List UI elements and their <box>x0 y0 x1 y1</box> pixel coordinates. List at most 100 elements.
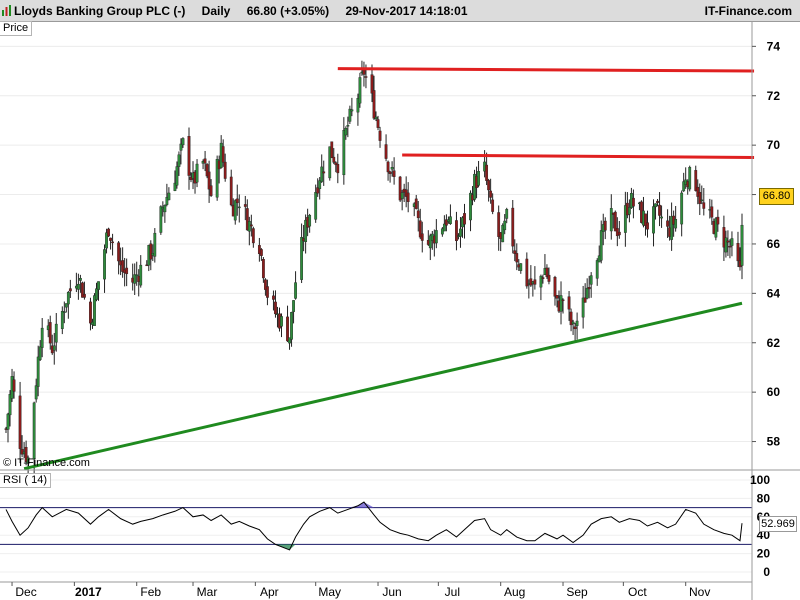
candle-body <box>62 311 66 313</box>
price-tick-label: 64 <box>767 286 781 300</box>
candle-body <box>233 200 237 221</box>
candle-body <box>599 230 603 261</box>
candle-body <box>330 141 334 158</box>
x-tick-label: Apr <box>260 585 279 599</box>
candle-body <box>714 218 718 238</box>
candle-body <box>728 245 732 248</box>
candle-body <box>320 166 324 182</box>
candle-body <box>83 293 86 298</box>
candle-body <box>342 130 346 176</box>
candle-body <box>547 274 551 282</box>
price-change: 66.80 (+3.05%) <box>246 4 330 18</box>
candle-body <box>390 167 394 170</box>
candle-body <box>440 228 444 235</box>
rsi-panel-label: RSI ( 14) <box>0 473 52 488</box>
candle-body <box>79 278 82 281</box>
candle-body <box>272 295 275 300</box>
candle-body <box>400 192 404 199</box>
candle-body <box>388 171 392 174</box>
candle-body <box>376 119 380 128</box>
candle-body <box>646 222 649 230</box>
price-gridlines <box>0 45 752 443</box>
candle-body <box>165 196 169 205</box>
candle-body <box>575 320 579 326</box>
candle-body <box>533 279 537 285</box>
candle-body <box>587 287 591 290</box>
candle-body <box>107 228 110 237</box>
candle-body <box>40 327 44 348</box>
candle-body <box>358 77 362 104</box>
candle-body <box>656 200 659 203</box>
candle-body <box>414 198 418 209</box>
candle-body <box>583 297 587 303</box>
timestamp: 29-Nov-2017 14:18:01 <box>345 4 468 18</box>
candle-body <box>581 297 585 318</box>
candle-body <box>658 204 661 216</box>
candle-body <box>300 237 304 280</box>
candle-body <box>489 190 493 198</box>
candle-body <box>573 326 577 330</box>
x-tick-label: Oct <box>628 585 647 599</box>
candle-body <box>203 158 207 164</box>
candle-body <box>384 144 388 159</box>
candle-body <box>261 258 265 279</box>
candle-body <box>286 316 289 342</box>
candle-body <box>515 253 519 263</box>
candle-body <box>235 198 239 204</box>
candlesticks <box>4 60 744 475</box>
candle-body <box>378 130 382 141</box>
candle-body <box>266 286 269 298</box>
candle-body <box>8 394 12 416</box>
rsi-overbought-fill <box>363 502 374 508</box>
x-tick-label: Sep <box>566 585 588 599</box>
candle-body <box>332 156 336 163</box>
candle-body <box>505 209 509 219</box>
candle-body <box>52 345 56 351</box>
candle-body <box>209 185 213 196</box>
candle-body <box>251 228 255 244</box>
candle-body <box>694 170 698 191</box>
candle-body <box>249 224 253 227</box>
candle-body <box>308 215 312 227</box>
candle-body <box>6 413 10 430</box>
candle-body <box>111 241 114 244</box>
candle-body <box>477 171 480 186</box>
candle-body <box>680 192 684 225</box>
candle-body <box>644 213 647 226</box>
watermark: © IT-Finance.com <box>3 457 90 469</box>
candle-body <box>364 76 368 78</box>
candle-body <box>455 220 458 242</box>
candle-body <box>26 457 30 464</box>
candle-body <box>177 154 181 167</box>
resistance-trendline <box>337 67 755 73</box>
candle-body <box>724 237 728 253</box>
price-tick-label: 70 <box>767 138 781 152</box>
candle-body <box>292 300 295 312</box>
candle-body <box>121 260 125 272</box>
rsi-line-group <box>5 501 743 551</box>
candle-body <box>569 311 573 326</box>
candle-body <box>36 356 40 387</box>
candle-body <box>163 205 167 213</box>
candle-body <box>595 260 599 279</box>
candle-body <box>66 292 70 305</box>
candle-body <box>559 295 563 312</box>
candle-body <box>316 187 320 194</box>
candle-body <box>428 235 432 249</box>
x-tick-label: 2017 <box>75 585 102 599</box>
candle-body <box>449 216 452 225</box>
candle-body <box>356 98 360 113</box>
candle-body <box>135 274 139 276</box>
rsi-tick-label: 100 <box>750 473 770 487</box>
candle-body <box>109 237 112 241</box>
candle-body <box>696 186 700 197</box>
candle-body <box>511 207 515 247</box>
candle-body <box>617 231 621 236</box>
candle-body <box>736 243 740 262</box>
candle-body <box>304 219 308 243</box>
price-tick-label: 62 <box>767 336 781 350</box>
candle-body <box>221 146 225 163</box>
x-tick-label: Jul <box>445 585 460 599</box>
instrument-name: Lloyds Banking Group PLC (-) <box>14 4 186 18</box>
candle-body <box>386 161 390 173</box>
